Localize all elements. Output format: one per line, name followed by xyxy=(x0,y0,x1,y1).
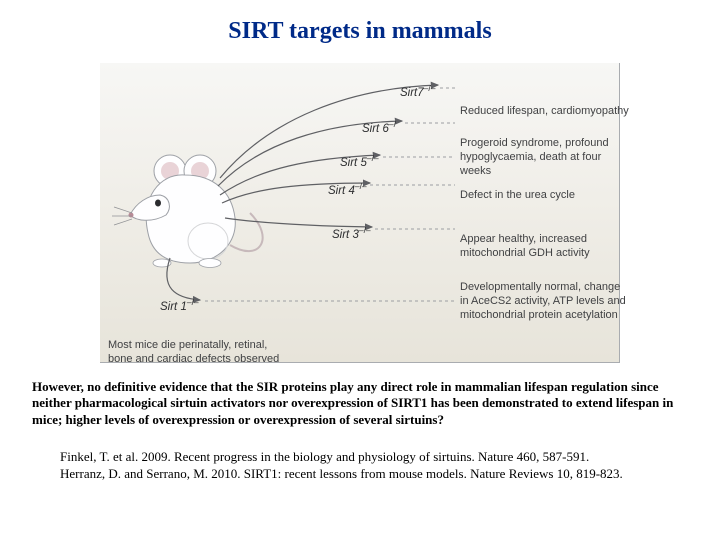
slide-title: SIRT targets in mammals xyxy=(0,18,720,45)
phenotype-text: Progeroid syndrome, profound hypoglycaem… xyxy=(460,137,630,178)
caption-text: However, no definitive evidence that the… xyxy=(32,379,688,428)
ref-2: Herranz, D. and Serrano, M. 2010. SIRT1:… xyxy=(60,465,660,483)
sirt-label: Sirt 6–/ xyxy=(362,119,396,135)
sirt-label: Sirt 5–/– xyxy=(340,153,379,169)
sirt-figure: Sirt7–/– Sirt 6–/ Sirt 5–/– Sirt 4–/– Sirt 3… xyxy=(100,63,620,363)
phenotype-text: Developmentally normal, change in AceCS2… xyxy=(460,281,630,322)
phenotype-text: Reduced lifespan, cardiomyopathy xyxy=(460,105,630,119)
figure-labels: Sirt7–/– Sirt 6–/ Sirt 5–/– Sirt 4–/– Sirt 3… xyxy=(100,63,619,362)
sirt-label: Sirt 1–/– xyxy=(160,297,199,313)
ref-1: Finkel, T. et al. 2009. Recent progress … xyxy=(60,448,660,466)
references: Finkel, T. et al. 2009. Recent progress … xyxy=(60,448,660,483)
sirt-label: Sirt 4–/– xyxy=(328,181,367,197)
phenotype-text: Defect in the urea cycle xyxy=(460,189,630,203)
phenotype-text: Appear healthy, increased mitochondrial … xyxy=(460,233,630,261)
phenotype-text: Most mice die perinatally, retinal, bone… xyxy=(108,339,293,367)
sirt-label: Sirt 3–/– xyxy=(332,225,371,241)
sirt-label: Sirt7–/– xyxy=(400,83,435,99)
